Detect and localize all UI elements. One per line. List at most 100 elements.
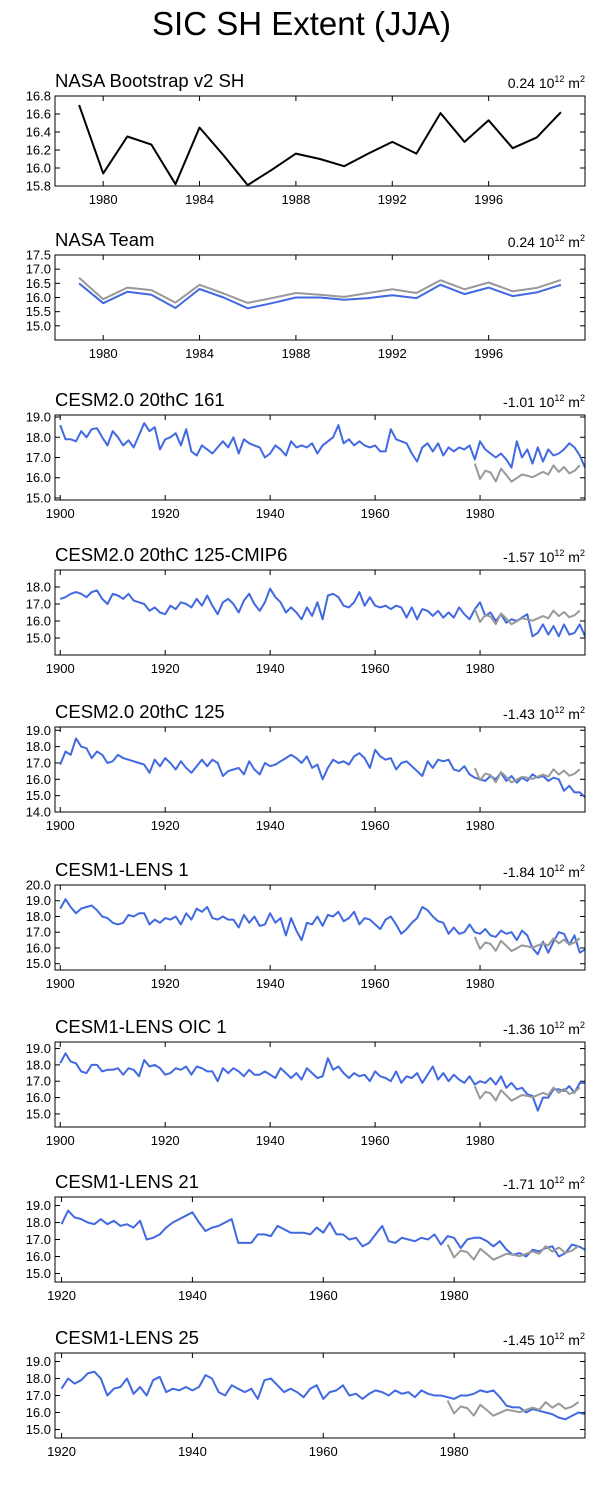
series-line xyxy=(473,936,581,952)
y-tick-label: 15.0 xyxy=(26,490,51,505)
trend-label: 0.24 1012 m2 xyxy=(508,74,585,91)
plot-frame xyxy=(54,726,586,813)
y-tick-label: 16.2 xyxy=(26,143,51,158)
series-line xyxy=(446,1244,580,1261)
y-tick-label: 17.5 xyxy=(26,248,51,263)
chart-panel: CESM2.0 20thC 125-CMIP6 -1.57 1012 m2 15.0… xyxy=(26,544,586,676)
y-tick-label: 15.0 xyxy=(26,1266,51,1281)
x-tick-label: 1984 xyxy=(185,346,214,361)
figure-title: SIC SH Extent (JJA) xyxy=(152,5,451,42)
chart-panel: NASA Bootstrap v2 SH 0.24 1012 m2 15.8 16.0… xyxy=(26,70,586,207)
y-tick-label: 16.6 xyxy=(26,107,51,122)
x-tick-label: 1960 xyxy=(361,506,390,521)
plot-frame xyxy=(54,1196,586,1283)
x-tick-label: 1980 xyxy=(89,346,118,361)
y-tick-label: 16.0 xyxy=(26,161,51,176)
y-tick-label: 17.0 xyxy=(26,925,51,940)
trend-label: -1.45 1012 m2 xyxy=(503,1331,585,1348)
y-tick-label: 18.0 xyxy=(26,909,51,924)
y-tick-label: 18.0 xyxy=(26,580,51,595)
chart-panel: NASA Team 0.24 1012 m215.015.516.016.517.… xyxy=(26,229,586,361)
y-tick-label: 18.0 xyxy=(26,1371,51,1386)
chart-panel: CESM2.0 20thC 125 -1.43 1012 m2 14.0 15.016… xyxy=(26,701,586,833)
x-tick-label: 1988 xyxy=(281,192,310,207)
y-tick-label: 15.8 xyxy=(26,179,51,194)
y-tick-label: 19.0 xyxy=(26,1354,51,1369)
x-tick-label: 1960 xyxy=(361,1133,390,1148)
x-tick-label: 1920 xyxy=(151,818,180,833)
x-tick-label: 1960 xyxy=(309,1444,338,1459)
y-tick-label: 19.0 xyxy=(26,410,51,425)
series-line xyxy=(473,608,581,626)
series-line xyxy=(59,898,585,956)
x-tick-label: 1996 xyxy=(474,346,503,361)
y-tick-label: 16.0 xyxy=(26,470,51,485)
y-tick-label: 15.0 xyxy=(26,1106,51,1121)
x-tick-label: 1940 xyxy=(256,818,285,833)
panel-title: CESM2.0 20thC 125 xyxy=(55,701,225,722)
y-tick-label: 16.0 xyxy=(26,1405,51,1420)
x-tick-label: 1980 xyxy=(466,818,495,833)
series-line xyxy=(78,282,562,310)
x-tick-label: 1960 xyxy=(361,661,390,676)
y-tick-label: 16.0 xyxy=(26,1249,51,1264)
plot-frame xyxy=(54,1041,586,1128)
x-tick-label: 1940 xyxy=(178,1444,207,1459)
panel-title: CESM1-LENS 21 xyxy=(55,1171,199,1192)
y-tick-label: 18.0 xyxy=(26,430,51,445)
series-line xyxy=(78,104,562,186)
y-tick-label: 19.0 xyxy=(26,723,51,738)
x-tick-label: 1920 xyxy=(47,1444,76,1459)
x-tick-label: 1940 xyxy=(256,506,285,521)
y-tick-label: 20.0 xyxy=(26,878,51,893)
trend-label: -1.01 1012 m2 xyxy=(503,393,585,410)
series-line xyxy=(473,463,581,483)
x-tick-label: 1900 xyxy=(46,1133,75,1148)
x-tick-label: 1984 xyxy=(185,192,214,207)
x-tick-label: 1940 xyxy=(256,661,285,676)
trend-label: 0.24 1012 m2 xyxy=(508,233,585,250)
x-tick-label: 1960 xyxy=(361,976,390,991)
chart-panel: CESM1-LENS 1 -1.84 1012 m2 15.016.017.018.… xyxy=(26,859,586,991)
x-tick-label: 1980 xyxy=(440,1288,469,1303)
y-tick-label: 16.0 xyxy=(26,772,51,787)
y-tick-label: 17.0 xyxy=(26,450,51,465)
y-tick-label: 15.0 xyxy=(26,1422,51,1437)
y-tick-label: 18.0 xyxy=(26,1057,51,1072)
y-tick-label: 18.0 xyxy=(26,1215,51,1230)
x-tick-label: 1992 xyxy=(378,346,407,361)
panel-title: CESM1-LENS 1 xyxy=(55,859,189,880)
x-tick-label: 1996 xyxy=(474,192,503,207)
series-line xyxy=(60,1370,585,1421)
y-tick-label: 17.0 xyxy=(26,1232,51,1247)
chart-panel: CESM2.0 20thC 161 -1.01 1012 m2 15.0 16.0 17… xyxy=(26,389,586,521)
panel-title: CESM1-LENS 25 xyxy=(55,1327,199,1348)
trend-label: -1.57 1012 m2 xyxy=(503,548,585,565)
series-line xyxy=(473,1085,581,1102)
panel-title: NASA Bootstrap v2 SH xyxy=(55,70,244,91)
series-line xyxy=(59,422,585,469)
y-tick-label: 17.0 xyxy=(26,1388,51,1403)
y-tick-label: 16.0 xyxy=(26,290,51,305)
chart-panel: CESM1-LENS 21 -1.71 1012 m2 15.0 16.0 17.0 18… xyxy=(26,1171,586,1303)
y-tick-label: 16.0 xyxy=(26,1090,51,1105)
x-tick-label: 1980 xyxy=(89,192,118,207)
chart-panel: CESM1-LENS 25 -1.45 1012 m2 15.0 16.0 17.0 18… xyxy=(26,1327,586,1459)
y-tick-label: 17.0 xyxy=(26,755,51,770)
plot-frame xyxy=(54,569,586,656)
y-tick-label: 17.0 xyxy=(26,1074,51,1089)
x-tick-label: 1960 xyxy=(309,1288,338,1303)
series-line xyxy=(59,587,585,638)
chart-panel: CESM1-LENS OIC 1 -1.36 1012 m2 15.016.017.… xyxy=(26,1016,586,1148)
y-tick-label: 19.0 xyxy=(26,893,51,908)
plot-frame xyxy=(54,254,586,341)
plot-frame xyxy=(54,95,586,187)
x-tick-label: 1980 xyxy=(440,1444,469,1459)
x-tick-label: 1940 xyxy=(178,1288,207,1303)
x-tick-label: 1900 xyxy=(46,661,75,676)
x-tick-label: 1980 xyxy=(466,976,495,991)
y-tick-label: 18.0 xyxy=(26,739,51,754)
y-tick-label: 14.0 xyxy=(26,805,51,820)
y-tick-label: 15.5 xyxy=(26,304,51,319)
series-line xyxy=(59,1052,585,1112)
